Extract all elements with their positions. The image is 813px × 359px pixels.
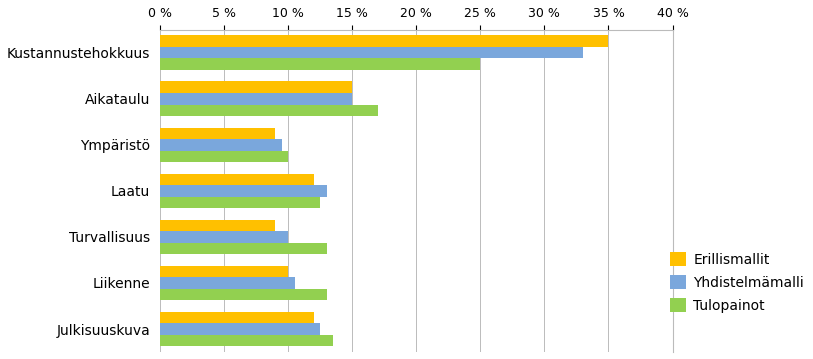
Bar <box>160 312 314 323</box>
Bar <box>160 323 320 335</box>
Legend: Erillismallit, Yhdistelmämalli, Tulopainot: Erillismallit, Yhdistelmämalli, Tulopain… <box>664 246 810 318</box>
Bar <box>160 81 352 93</box>
Bar <box>160 220 276 231</box>
Bar <box>160 36 608 47</box>
Bar <box>160 127 276 139</box>
Bar <box>160 104 378 116</box>
Bar <box>160 335 333 346</box>
Bar <box>160 47 583 59</box>
Bar <box>160 59 480 70</box>
Bar <box>160 231 288 243</box>
Bar <box>160 266 288 277</box>
Bar <box>160 277 294 289</box>
Bar <box>160 139 282 150</box>
Bar <box>160 185 327 197</box>
Bar <box>160 243 327 254</box>
Bar <box>160 93 352 104</box>
Bar <box>160 289 327 300</box>
Bar <box>160 197 320 208</box>
Bar <box>160 150 288 162</box>
Bar <box>160 174 314 185</box>
